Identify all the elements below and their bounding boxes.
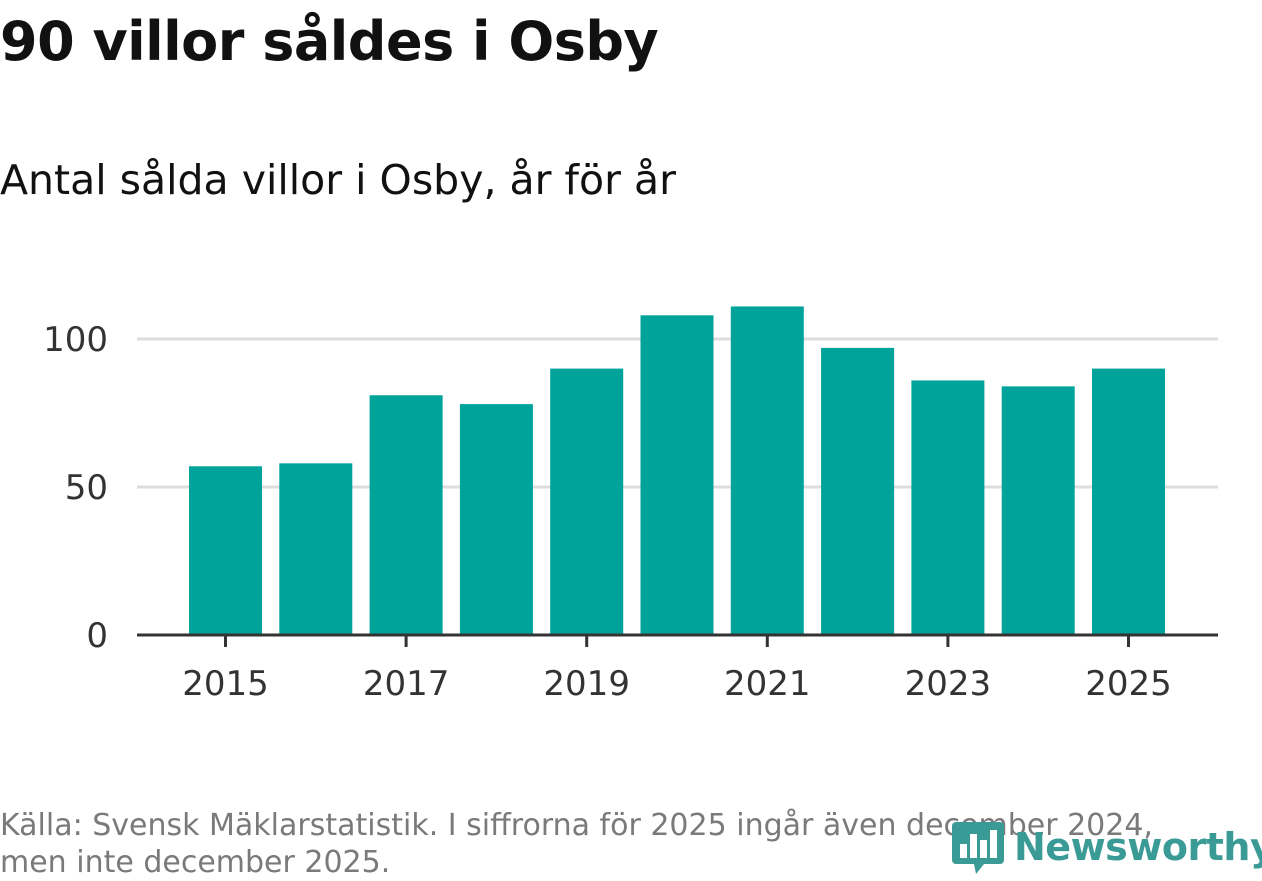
y-tick-label-100: 100 (43, 320, 108, 360)
newsworthy-logo: Newsworthy (950, 818, 1262, 876)
y-tick-label-0: 0 (86, 616, 108, 656)
bar-2023 (911, 380, 985, 635)
bar-2015 (189, 466, 262, 635)
logo-text: Newsworthy (1014, 825, 1262, 869)
bar-2019 (550, 368, 624, 635)
chart-subtitle: Antal sålda villor i Osby, år för år (0, 156, 676, 204)
x-tick-label-2015: 2015 (182, 664, 269, 704)
x-tick-label-2017: 2017 (363, 664, 450, 704)
bar-2016 (279, 463, 353, 635)
x-tick-label-2023: 2023 (905, 664, 992, 704)
bar-2025 (1092, 368, 1165, 635)
bar-2018 (459, 404, 533, 635)
x-tick-label-2021: 2021 (724, 664, 811, 704)
bar-2020 (640, 315, 714, 635)
x-tick-label-2025: 2025 (1085, 664, 1172, 704)
bar-2022 (821, 347, 895, 635)
bar-2024 (1001, 386, 1075, 635)
chart-title: 90 villor såldes i Osby (0, 10, 659, 73)
bar-2017 (369, 395, 443, 635)
bar-2021 (730, 306, 804, 635)
newsworthy-chart-icon (952, 822, 1004, 874)
x-tick-label-2019: 2019 (543, 664, 630, 704)
y-tick-label-50: 50 (65, 468, 108, 508)
